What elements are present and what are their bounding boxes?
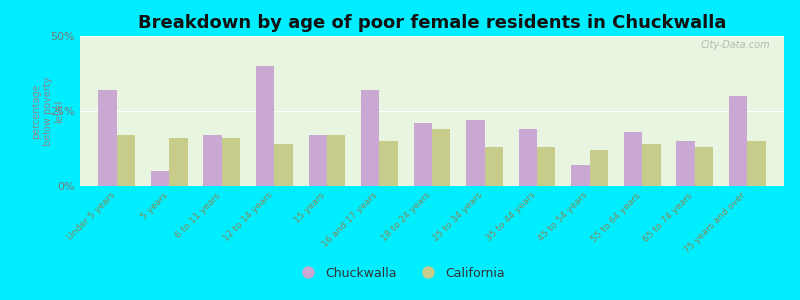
Bar bbox=[676, 141, 694, 186]
Bar bbox=[309, 135, 327, 186]
Bar bbox=[518, 129, 537, 186]
Bar bbox=[747, 141, 766, 186]
Bar bbox=[327, 135, 346, 186]
Bar bbox=[170, 138, 188, 186]
Bar bbox=[485, 147, 503, 186]
Bar bbox=[624, 132, 642, 186]
Bar bbox=[98, 90, 117, 186]
Bar bbox=[414, 123, 432, 186]
Bar bbox=[642, 144, 661, 186]
Bar bbox=[379, 141, 398, 186]
Bar bbox=[590, 150, 608, 186]
Bar bbox=[222, 138, 240, 186]
Bar bbox=[256, 66, 274, 186]
Bar bbox=[361, 90, 379, 186]
Text: City-Data.com: City-Data.com bbox=[700, 40, 770, 50]
Bar bbox=[274, 144, 293, 186]
Bar bbox=[694, 147, 713, 186]
Bar bbox=[466, 120, 485, 186]
Bar bbox=[151, 171, 170, 186]
Bar bbox=[203, 135, 222, 186]
Y-axis label: percentage
below poverty
level: percentage below poverty level bbox=[31, 76, 64, 146]
Title: Breakdown by age of poor female residents in Chuckwalla: Breakdown by age of poor female resident… bbox=[138, 14, 726, 32]
Bar bbox=[729, 96, 747, 186]
Bar bbox=[571, 165, 590, 186]
Bar bbox=[537, 147, 555, 186]
Legend: Chuckwalla, California: Chuckwalla, California bbox=[290, 262, 510, 285]
Bar bbox=[432, 129, 450, 186]
Bar bbox=[117, 135, 135, 186]
